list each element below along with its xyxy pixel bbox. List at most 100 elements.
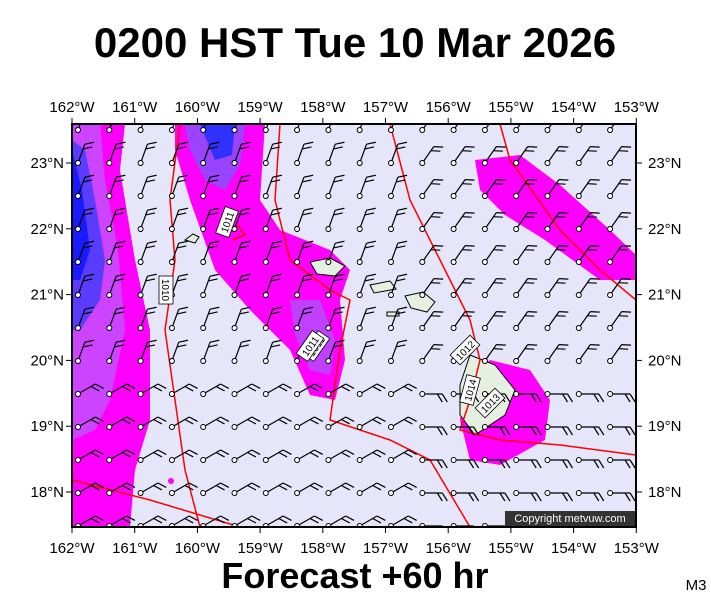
barb-feather — [561, 426, 569, 436]
lat-label: 19°N — [30, 418, 64, 435]
barb-staff — [547, 179, 560, 197]
barb-staff — [547, 124, 560, 131]
barb-feather — [157, 383, 167, 389]
barb-station — [262, 457, 269, 463]
barb-station — [544, 193, 551, 199]
barb-feather — [215, 484, 225, 491]
barb-station — [481, 193, 488, 199]
barb-staff — [390, 482, 409, 494]
wind-barb — [544, 179, 569, 199]
barb-station — [513, 325, 520, 331]
barb-feather — [272, 273, 282, 277]
wind-barb — [106, 240, 126, 265]
barb-feather — [566, 393, 574, 403]
barb-feather — [430, 216, 441, 218]
barb-feather — [587, 315, 597, 317]
barb-staff — [233, 276, 242, 296]
barb-station — [137, 391, 144, 397]
barb-station — [607, 292, 614, 298]
barb-feather — [629, 426, 636, 436]
barb-feather — [302, 146, 312, 150]
barb-feather — [145, 311, 156, 315]
barb-feather — [84, 273, 95, 277]
barb-feather — [527, 245, 538, 247]
barb-staff — [108, 124, 117, 131]
wind-barb — [544, 490, 574, 502]
barb-feather — [587, 216, 597, 218]
barb-staff — [421, 124, 435, 131]
wind-barb — [231, 449, 261, 463]
wind-barb — [388, 141, 408, 166]
wind-barb — [231, 207, 251, 232]
barb-feather — [397, 273, 408, 277]
barb-staff — [390, 144, 399, 164]
barb-station — [231, 292, 238, 298]
barb-feather — [527, 179, 538, 181]
barb-staff — [453, 179, 466, 197]
barb-feather — [153, 385, 163, 392]
lon-label: 161°W — [112, 540, 158, 557]
lon-label: 156°W — [426, 99, 472, 116]
barb-feather — [153, 418, 163, 425]
barb-feather — [403, 385, 413, 392]
barb-staff — [171, 515, 190, 527]
barb-feather — [241, 240, 251, 244]
wind-barb — [388, 207, 408, 232]
barb-station — [200, 424, 207, 430]
barb-feather — [247, 451, 257, 458]
barb-station — [419, 457, 426, 463]
wind-barb — [450, 179, 475, 199]
barb-feather — [220, 449, 230, 455]
barb-staff — [109, 482, 127, 494]
barb-staff — [609, 179, 623, 197]
wind-barb — [231, 273, 251, 298]
wind-barb — [168, 306, 189, 331]
barb-feather — [561, 459, 569, 469]
wind-barb — [325, 273, 345, 298]
barb-station — [168, 160, 175, 166]
lat-label: 18°N — [648, 484, 682, 501]
wind-barb — [75, 240, 95, 265]
barb-station — [75, 292, 81, 298]
barb-staff — [296, 383, 315, 395]
barb-feather — [241, 339, 251, 343]
barb-station — [607, 127, 614, 133]
barb-feather — [241, 207, 251, 211]
barb-feather — [530, 393, 537, 403]
barb-feather — [314, 449, 324, 455]
barb-staff — [359, 177, 368, 197]
barb-staff — [327, 309, 336, 329]
barb-staff — [359, 482, 378, 494]
barb-staff — [390, 309, 399, 329]
barb-staff — [202, 309, 211, 329]
barb-feather — [122, 385, 131, 392]
barb-feather — [126, 482, 136, 488]
lon-label: 162°W — [49, 99, 95, 116]
barb-feather — [558, 146, 569, 148]
barb-staff — [390, 276, 399, 296]
wind-barb — [356, 141, 376, 166]
barb-station — [513, 490, 520, 496]
barb-station — [137, 193, 144, 199]
title: 0200 HST Tue 10 Mar 2026 — [94, 19, 616, 66]
barb-feather — [84, 174, 95, 178]
barb-station — [106, 226, 113, 232]
barb-feather — [496, 344, 506, 346]
barb-feather — [241, 273, 251, 277]
barb-station — [419, 127, 426, 133]
rain-shading — [200, 124, 235, 160]
barb-station — [168, 193, 175, 199]
barb-feather — [624, 393, 631, 403]
lon-label: 153°W — [614, 540, 660, 557]
barb-staff — [108, 144, 117, 164]
wind-barb — [575, 179, 600, 199]
wind-barb — [75, 207, 95, 232]
lon-label: 159°W — [238, 99, 284, 116]
barb-staff — [171, 309, 180, 329]
barb-staff — [265, 309, 274, 329]
barb-feather — [303, 240, 314, 244]
barb-station — [325, 358, 332, 364]
barb-feather — [364, 278, 375, 282]
barb-station — [356, 424, 363, 430]
wind-barb — [356, 515, 386, 527]
